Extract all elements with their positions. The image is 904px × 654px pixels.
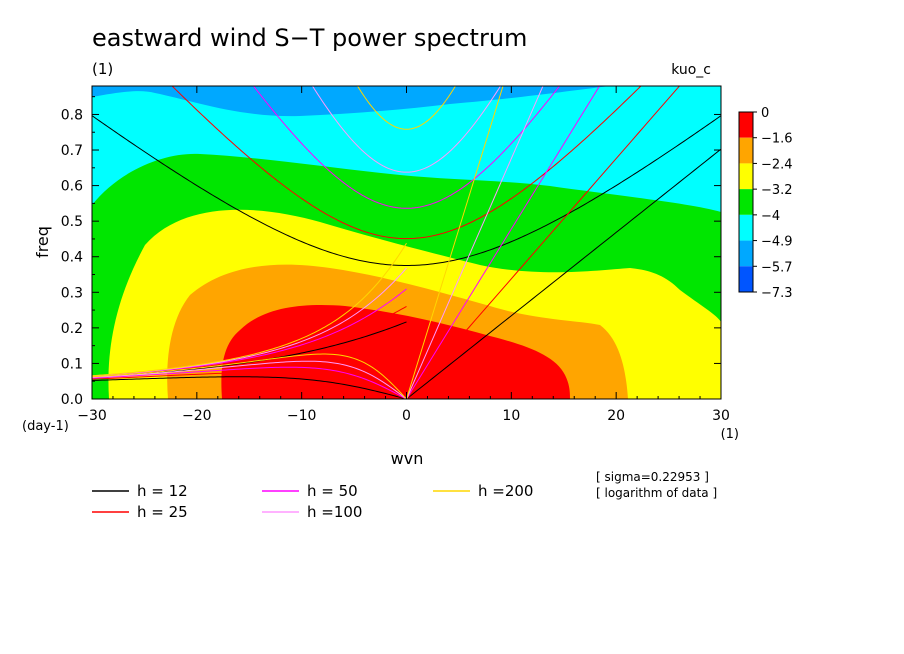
log-note: [ logarithm of data ]: [596, 486, 717, 500]
model-label: kuo_c: [671, 62, 711, 78]
y-axis-label: freq: [33, 226, 52, 258]
dispersion-rossby-h25: [92, 371, 407, 399]
colorbar-frame: [738, 111, 754, 293]
colorbar-label: −7.3: [761, 286, 793, 301]
y-units-top: (1): [92, 60, 113, 78]
y-tick-label: 0.6: [61, 179, 83, 195]
colorbar: 0 −1.6 −2.4 −3.2 −4 −4.9 −5.7 −7.3: [738, 106, 793, 301]
colorbar-swatch: [739, 137, 753, 164]
dispersion-mrg-h200: [92, 242, 407, 377]
x-axis: −30 −20 −10 0 10 20 30: [77, 86, 730, 424]
colorbar-label: −2.4: [761, 157, 793, 172]
contour-fill-layer: [92, 86, 721, 399]
chart-title: eastward wind S−T power spectrum: [92, 24, 527, 52]
dispersion-rossby-h200: [92, 353, 407, 399]
colorbar-label: −1.6: [761, 132, 793, 147]
y-tick-label: 0.3: [61, 285, 83, 301]
legend-label-h12: h = 12: [137, 482, 188, 500]
legend: h = 12 h = 25 h = 50 h =100 h =200: [92, 482, 533, 521]
colorbar-label: 0: [761, 106, 769, 121]
y-tick-label: 0.2: [61, 321, 83, 337]
colorbar-swatch: [739, 214, 753, 241]
dispersion-ig1-h25: [171, 86, 642, 240]
x-axis-units: (1): [721, 427, 739, 442]
dispersion-ig1-h200: [356, 86, 457, 130]
legend-label-h100: h =100: [307, 503, 362, 521]
dispersion-curve-layer: [92, 86, 721, 399]
y-tick-label: 0.0: [61, 392, 83, 408]
dispersion-rossby-h12: [92, 376, 407, 399]
colorbar-label: −5.7: [761, 260, 793, 275]
x-tick-label: 10: [502, 408, 520, 424]
dispersion-kelvin-h100: [406, 86, 544, 399]
y-tick-label: 0.1: [61, 356, 83, 372]
x-tick-label: 20: [607, 408, 625, 424]
y-tick-label: 0.8: [61, 107, 83, 123]
dispersion-kelvin-h50: [406, 86, 601, 399]
x-tick-label: 0: [402, 408, 411, 424]
dispersion-kelvin-h12: [406, 148, 721, 399]
dispersion-kelvin-h25: [406, 86, 681, 399]
dispersion-rossby-h50: [92, 366, 407, 399]
dispersion-ig1-h100: [311, 86, 502, 173]
sigma-note: [ sigma=0.22953 ]: [596, 470, 709, 484]
colorbar-swatch: [739, 240, 753, 267]
colorbar-swatch: [739, 112, 753, 138]
y-axis-units: (day-1): [22, 419, 69, 434]
dispersion-kelvin-h200: [406, 86, 504, 399]
y-tick-label: 0.7: [61, 143, 83, 159]
legend-label-h25: h = 25: [137, 503, 188, 521]
colorbar-swatch: [739, 163, 753, 190]
y-axis: 0.0 0.1 0.2 0.3 0.4 0.5 0.6 0.7 0.8: [61, 96, 721, 408]
x-axis-label: wvn: [391, 449, 424, 468]
legend-label-h50: h = 50: [307, 482, 358, 500]
legend-label-h200: h =200: [478, 482, 533, 500]
y-tick-label: 0.5: [61, 214, 83, 230]
x-tick-label: −30: [77, 408, 107, 424]
colorbar-label: −3.2: [761, 183, 793, 198]
colorbar-swatch: [739, 266, 753, 292]
contour-band-6: [221, 305, 570, 399]
x-tick-label: −10: [287, 408, 317, 424]
x-tick-label: 30: [712, 408, 730, 424]
dispersion-ig1-h12: [92, 115, 721, 266]
dispersion-rossby-h100: [92, 360, 407, 399]
y-tick-label: 0.4: [61, 250, 83, 266]
colorbar-swatch: [739, 189, 753, 215]
x-tick-label: −20: [182, 408, 212, 424]
dispersion-ig1-h50: [252, 86, 561, 209]
colorbar-label: −4.9: [761, 235, 793, 250]
colorbar-label: −4: [761, 209, 780, 224]
